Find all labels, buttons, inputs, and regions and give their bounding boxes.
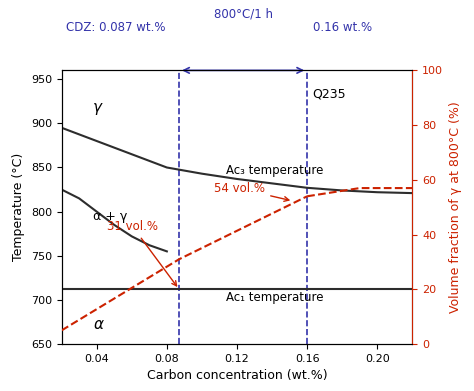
Text: 31 vol.%: 31 vol.% — [107, 220, 176, 286]
Text: CDZ: 0.087 wt.%: CDZ: 0.087 wt.% — [66, 22, 165, 34]
Y-axis label: Temperature (°C): Temperature (°C) — [12, 153, 25, 261]
Text: 54 vol.%: 54 vol.% — [214, 182, 289, 201]
Text: γ: γ — [93, 100, 102, 115]
Text: Ac₃ temperature: Ac₃ temperature — [227, 164, 324, 177]
Text: 0.16 wt.%: 0.16 wt.% — [313, 22, 372, 34]
X-axis label: Carbon concentration (wt.%): Carbon concentration (wt.%) — [146, 369, 328, 382]
Text: Q235: Q235 — [312, 88, 346, 101]
Text: α + γ: α + γ — [93, 210, 128, 224]
Y-axis label: Volume fraction of γ at 800°C (%): Volume fraction of γ at 800°C (%) — [449, 101, 462, 313]
Text: 800°C/1 h: 800°C/1 h — [214, 7, 273, 21]
Text: Ac₁ temperature: Ac₁ temperature — [227, 291, 324, 304]
Text: α: α — [93, 317, 103, 332]
